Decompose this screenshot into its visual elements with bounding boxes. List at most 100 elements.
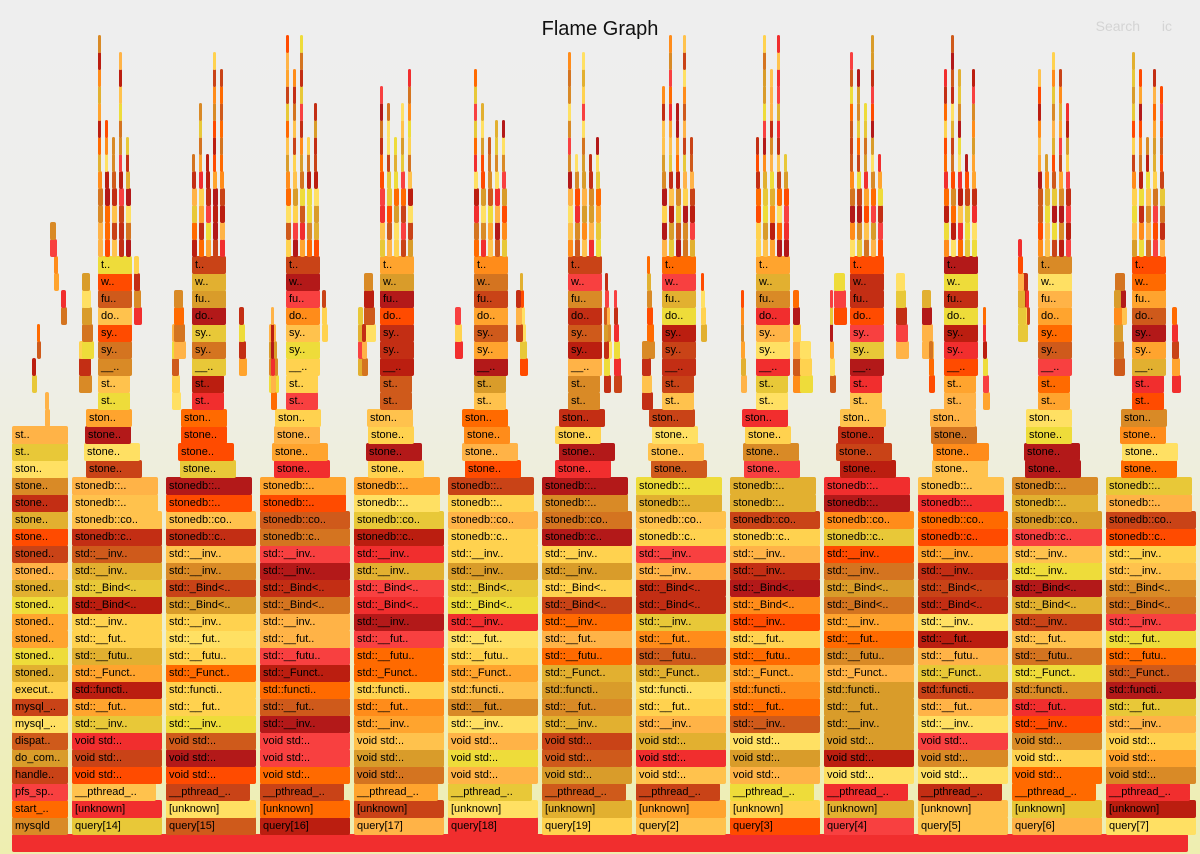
frame[interactable]: std::__inv.. xyxy=(260,545,350,563)
frame[interactable] xyxy=(669,205,674,223)
frame[interactable]: std::__inv.. xyxy=(636,613,726,631)
frame[interactable] xyxy=(1066,188,1071,206)
frame[interactable] xyxy=(857,239,862,257)
frame[interactable]: stone.. xyxy=(652,426,698,444)
frame[interactable]: ston.. xyxy=(742,409,788,427)
frame[interactable]: __.. xyxy=(944,358,978,376)
frame[interactable] xyxy=(1045,222,1050,240)
frame[interactable] xyxy=(314,154,317,172)
frame[interactable] xyxy=(676,188,681,206)
frame[interactable] xyxy=(741,341,745,359)
frame[interactable] xyxy=(662,188,667,206)
frame[interactable] xyxy=(770,222,775,240)
frame[interactable] xyxy=(1139,154,1142,172)
frame[interactable] xyxy=(1045,154,1048,172)
frame[interactable] xyxy=(763,69,766,87)
frame[interactable]: std::_Funct.. xyxy=(260,664,350,682)
frame[interactable] xyxy=(362,358,368,376)
frame[interactable]: std::_Bind<.. xyxy=(1012,579,1102,597)
frame[interactable]: std::functi.. xyxy=(1012,681,1102,699)
frame[interactable] xyxy=(871,103,874,121)
frame[interactable] xyxy=(690,205,695,223)
frame[interactable]: std::__inv.. xyxy=(918,613,1008,631)
frame[interactable] xyxy=(589,154,592,172)
frame[interactable]: std::__fut.. xyxy=(1106,630,1196,648)
frame[interactable]: std::__fut.. xyxy=(1106,698,1196,716)
frame[interactable]: std::_Bind<.. xyxy=(824,579,914,597)
frame[interactable] xyxy=(582,52,585,70)
frame[interactable]: void std:.. xyxy=(354,766,444,784)
frame[interactable] xyxy=(568,120,571,138)
frame[interactable] xyxy=(401,239,406,257)
frame[interactable] xyxy=(1038,154,1041,172)
frame[interactable] xyxy=(220,205,225,223)
frame[interactable] xyxy=(293,120,296,138)
frame[interactable]: std::__inv.. xyxy=(1106,545,1196,563)
frame[interactable] xyxy=(293,205,298,223)
frame[interactable] xyxy=(857,222,862,240)
frame[interactable] xyxy=(770,171,774,189)
frame[interactable] xyxy=(516,307,522,325)
frame[interactable] xyxy=(520,358,528,376)
frame[interactable]: w.. xyxy=(286,273,320,291)
frame[interactable]: fu.. xyxy=(380,290,414,308)
frame[interactable] xyxy=(314,137,317,155)
frame[interactable]: fu.. xyxy=(756,290,790,308)
frame[interactable]: stone.. xyxy=(12,494,68,512)
frame[interactable] xyxy=(878,188,883,206)
frame[interactable] xyxy=(380,103,383,121)
frame[interactable]: stone.. xyxy=(274,460,330,478)
frame[interactable] xyxy=(582,239,587,257)
frame[interactable]: std::_Bind<.. xyxy=(166,596,256,614)
frame[interactable] xyxy=(676,103,679,121)
frame[interactable] xyxy=(98,35,101,53)
frame[interactable] xyxy=(293,69,296,87)
frame[interactable] xyxy=(126,222,131,240)
frame[interactable] xyxy=(878,222,883,240)
frame[interactable] xyxy=(944,86,947,104)
frame[interactable]: ston.. xyxy=(181,409,227,427)
frame[interactable] xyxy=(408,222,413,240)
frame[interactable]: sy.. xyxy=(286,341,320,359)
frame[interactable]: [unknown] xyxy=(918,800,1008,818)
frame[interactable]: std::__inv.. xyxy=(260,562,350,580)
frame[interactable]: stone.. xyxy=(1122,443,1178,461)
frame[interactable] xyxy=(1052,205,1057,223)
frame[interactable]: void std:.. xyxy=(1106,749,1196,767)
frame[interactable] xyxy=(307,205,312,223)
frame[interactable] xyxy=(98,171,102,189)
frame[interactable]: st.. xyxy=(1038,392,1070,410)
frame[interactable]: [unknown] xyxy=(730,800,820,818)
frame[interactable] xyxy=(1153,103,1156,121)
frame[interactable] xyxy=(495,205,500,223)
frame[interactable] xyxy=(495,239,500,257)
frame[interactable] xyxy=(1172,341,1179,359)
frame[interactable] xyxy=(770,86,773,104)
frame[interactable] xyxy=(958,69,961,87)
frame[interactable] xyxy=(1139,239,1144,257)
frame[interactable] xyxy=(582,222,587,240)
frame[interactable] xyxy=(983,358,988,376)
frame[interactable] xyxy=(1045,239,1050,257)
frame[interactable] xyxy=(474,222,479,240)
frame[interactable] xyxy=(408,154,411,172)
frame[interactable] xyxy=(481,103,484,121)
frame[interactable] xyxy=(213,222,218,240)
frame[interactable]: fu.. xyxy=(474,290,508,308)
frame[interactable]: __pthread_.. xyxy=(72,783,156,801)
frame[interactable]: std::_Bind<.. xyxy=(448,596,538,614)
frame[interactable]: std::functi.. xyxy=(542,681,632,699)
frame[interactable]: stonedb::co.. xyxy=(260,511,350,529)
frame[interactable]: st.. xyxy=(98,375,130,393)
frame[interactable] xyxy=(1160,239,1165,257)
frame[interactable]: std::__inv.. xyxy=(448,613,538,631)
frame[interactable] xyxy=(474,120,477,138)
frame[interactable] xyxy=(488,154,491,172)
frame[interactable]: query[15] xyxy=(166,817,256,835)
frame[interactable]: w.. xyxy=(1132,273,1166,291)
frame[interactable] xyxy=(1052,222,1057,240)
frame[interactable] xyxy=(850,86,853,104)
frame[interactable] xyxy=(756,171,760,189)
frame[interactable] xyxy=(647,256,650,274)
frame[interactable] xyxy=(54,273,59,291)
